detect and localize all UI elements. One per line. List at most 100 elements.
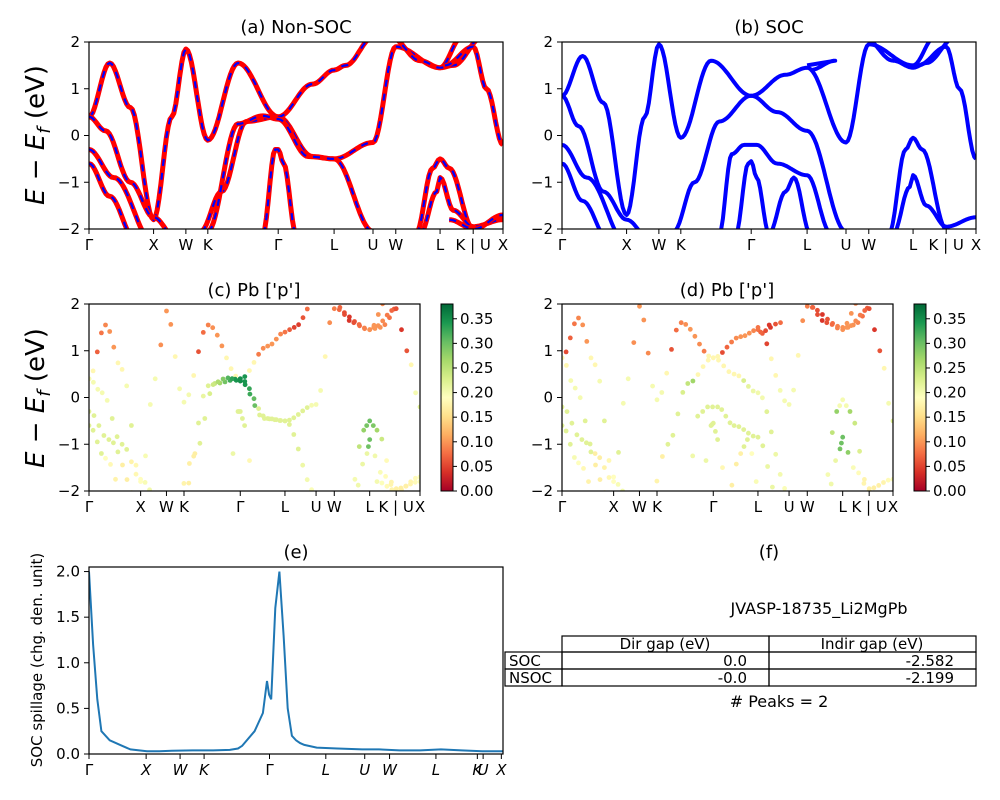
- projection-point: [727, 420, 733, 426]
- projection-point: [379, 436, 385, 442]
- colorbar-tick-label: 0.05: [460, 457, 493, 475]
- projection-point: [361, 427, 367, 433]
- x-tick-label: Γ: [747, 236, 756, 254]
- y-tick-label: 1.5: [56, 608, 80, 626]
- projection-point: [746, 384, 751, 389]
- projection-point: [384, 458, 389, 463]
- projection-point: [670, 432, 676, 438]
- projection-point: [202, 416, 208, 421]
- projection-point: [401, 297, 406, 302]
- bands: [89, 42, 503, 229]
- projection-point: [768, 429, 774, 435]
- projection-point: [654, 478, 660, 484]
- band-line-soc: [770, 175, 810, 229]
- projection-point: [786, 402, 792, 407]
- projection-point: [107, 329, 113, 334]
- projection-point: [367, 418, 373, 424]
- table-row-nsoc-indir: -2.199: [906, 669, 954, 687]
- projection-point: [230, 451, 236, 456]
- projection-point: [848, 311, 854, 316]
- x-tick-label: X: [140, 761, 152, 779]
- projection-point: [597, 378, 603, 384]
- projection-point: [327, 320, 333, 326]
- projection-point: [755, 434, 761, 440]
- projection-point: [569, 420, 575, 426]
- projection-point: [616, 450, 621, 455]
- projection-point: [731, 423, 737, 428]
- band-line-soc-overlay: [263, 148, 296, 229]
- projection-point: [751, 328, 756, 334]
- projection-point: [736, 373, 742, 379]
- x-tick-label: W: [632, 498, 647, 516]
- x-tick-label: Γ: [274, 236, 283, 254]
- projection-point: [572, 321, 577, 327]
- projection-point: [719, 407, 725, 412]
- projection-point: [247, 391, 253, 397]
- projection-point: [380, 318, 386, 324]
- band-line-nonsoc: [206, 113, 374, 229]
- projection-point: [205, 383, 211, 389]
- band-line-soc: [562, 161, 602, 229]
- projection-point: [687, 326, 693, 332]
- band-line-soc: [806, 58, 838, 73]
- projection-point: [95, 386, 101, 392]
- y-tick-label: 1: [543, 342, 553, 360]
- projection-point: [592, 362, 598, 368]
- colorbar-tick-label: 0.30: [933, 334, 966, 352]
- projection-point: [835, 325, 840, 331]
- projection-point: [233, 377, 239, 383]
- projection-point: [742, 333, 748, 339]
- x-tick-label: Γ: [558, 498, 567, 516]
- projection-point: [262, 416, 267, 421]
- projection-point: [129, 459, 134, 465]
- projection-point: [881, 480, 886, 485]
- x-tick-label: X: [888, 498, 898, 516]
- projection-point: [791, 387, 796, 393]
- projection-point: [750, 388, 756, 394]
- x-tick-label: L: [436, 236, 445, 254]
- projection-point: [269, 341, 275, 347]
- y-tick-label: −1: [58, 173, 80, 191]
- y-tick-label: −2: [531, 220, 553, 238]
- projection-point: [295, 412, 301, 417]
- x-tick-label: Γ: [558, 236, 567, 254]
- projection-point: [697, 341, 702, 347]
- projection-point: [741, 444, 747, 449]
- projection-point: [389, 487, 395, 491]
- x-tick-label: X: [148, 236, 158, 254]
- projection-point: [637, 304, 642, 309]
- projection-point: [597, 477, 603, 482]
- projection-point: [257, 412, 262, 418]
- band-line-soc: [562, 142, 617, 229]
- x-tick-label: U: [311, 498, 322, 516]
- projection-point: [247, 386, 252, 392]
- projection-point: [242, 374, 248, 379]
- projection-point: [840, 397, 846, 403]
- band-line-soc: [735, 159, 769, 229]
- projection-point: [272, 417, 278, 423]
- x-tick-label: K | U: [378, 498, 413, 516]
- projection-point: [721, 363, 727, 369]
- projection-point: [103, 322, 108, 328]
- projection-point: [287, 422, 292, 427]
- projection-point: [847, 409, 853, 414]
- projection-point: [567, 441, 573, 447]
- projection-point: [806, 299, 811, 304]
- x-tick-label: U: [784, 498, 795, 516]
- band-line-soc: [917, 44, 976, 161]
- x-tick-label: K: [203, 236, 214, 254]
- projection-point: [588, 355, 594, 361]
- projection-point: [580, 322, 586, 328]
- projection-point: [861, 481, 867, 486]
- projection-point: [168, 322, 174, 327]
- projection-point: [716, 357, 721, 363]
- projection-point: [839, 440, 844, 446]
- x-tick-label: Γ: [236, 498, 245, 516]
- projection-point: [664, 370, 670, 376]
- x-tick-label: X: [415, 498, 425, 516]
- projection-point: [196, 420, 201, 426]
- colorbar-gradient: [913, 303, 927, 492]
- projection-point: [848, 323, 854, 328]
- projection-point: [260, 345, 266, 351]
